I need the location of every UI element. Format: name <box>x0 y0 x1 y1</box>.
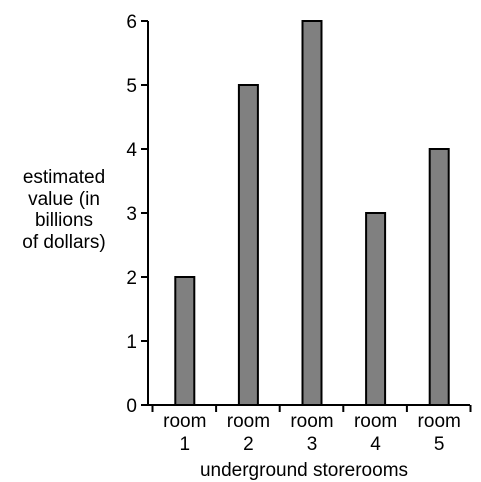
y-axis-label-line-1: estimated <box>22 167 106 188</box>
x-tick-label: 5 <box>434 434 445 455</box>
y-axis-label-line-4: of dollars) <box>22 231 106 253</box>
x-tick-label: 3 <box>307 434 318 455</box>
x-axis-label: underground storerooms <box>200 460 408 481</box>
y-axis-label-line-2: value (in <box>28 188 100 210</box>
x-tick-label: 2 <box>243 434 254 455</box>
y-tick-label: 4 <box>126 140 137 161</box>
x-tick-label: 4 <box>370 434 381 455</box>
bar <box>237 84 259 406</box>
y-tick-label: 6 <box>126 12 137 33</box>
bar <box>301 20 323 406</box>
y-ticks: 0 1 2 3 4 5 6 <box>126 12 148 417</box>
y-axis-label: estimated value (in billions of dollars) <box>0 167 128 253</box>
y-tick-label: 2 <box>126 268 137 289</box>
y-tick-label: 0 <box>126 396 137 417</box>
x-tick-label: room <box>227 411 270 432</box>
bars <box>174 20 450 406</box>
x-tick-label: room <box>163 411 206 432</box>
bar <box>428 148 450 406</box>
x-tick-label: room <box>290 411 333 432</box>
y-axis-label-line-3: billions <box>34 210 94 231</box>
y-tick-label: 1 <box>126 332 137 353</box>
bar <box>174 276 196 406</box>
x-tick-label: room <box>354 411 397 432</box>
x-tick-label: room <box>418 411 461 432</box>
y-tick-label: 5 <box>126 76 137 97</box>
x-tick-label: 1 <box>180 434 191 455</box>
y-tick-label: 3 <box>126 204 137 225</box>
bar <box>365 212 387 406</box>
